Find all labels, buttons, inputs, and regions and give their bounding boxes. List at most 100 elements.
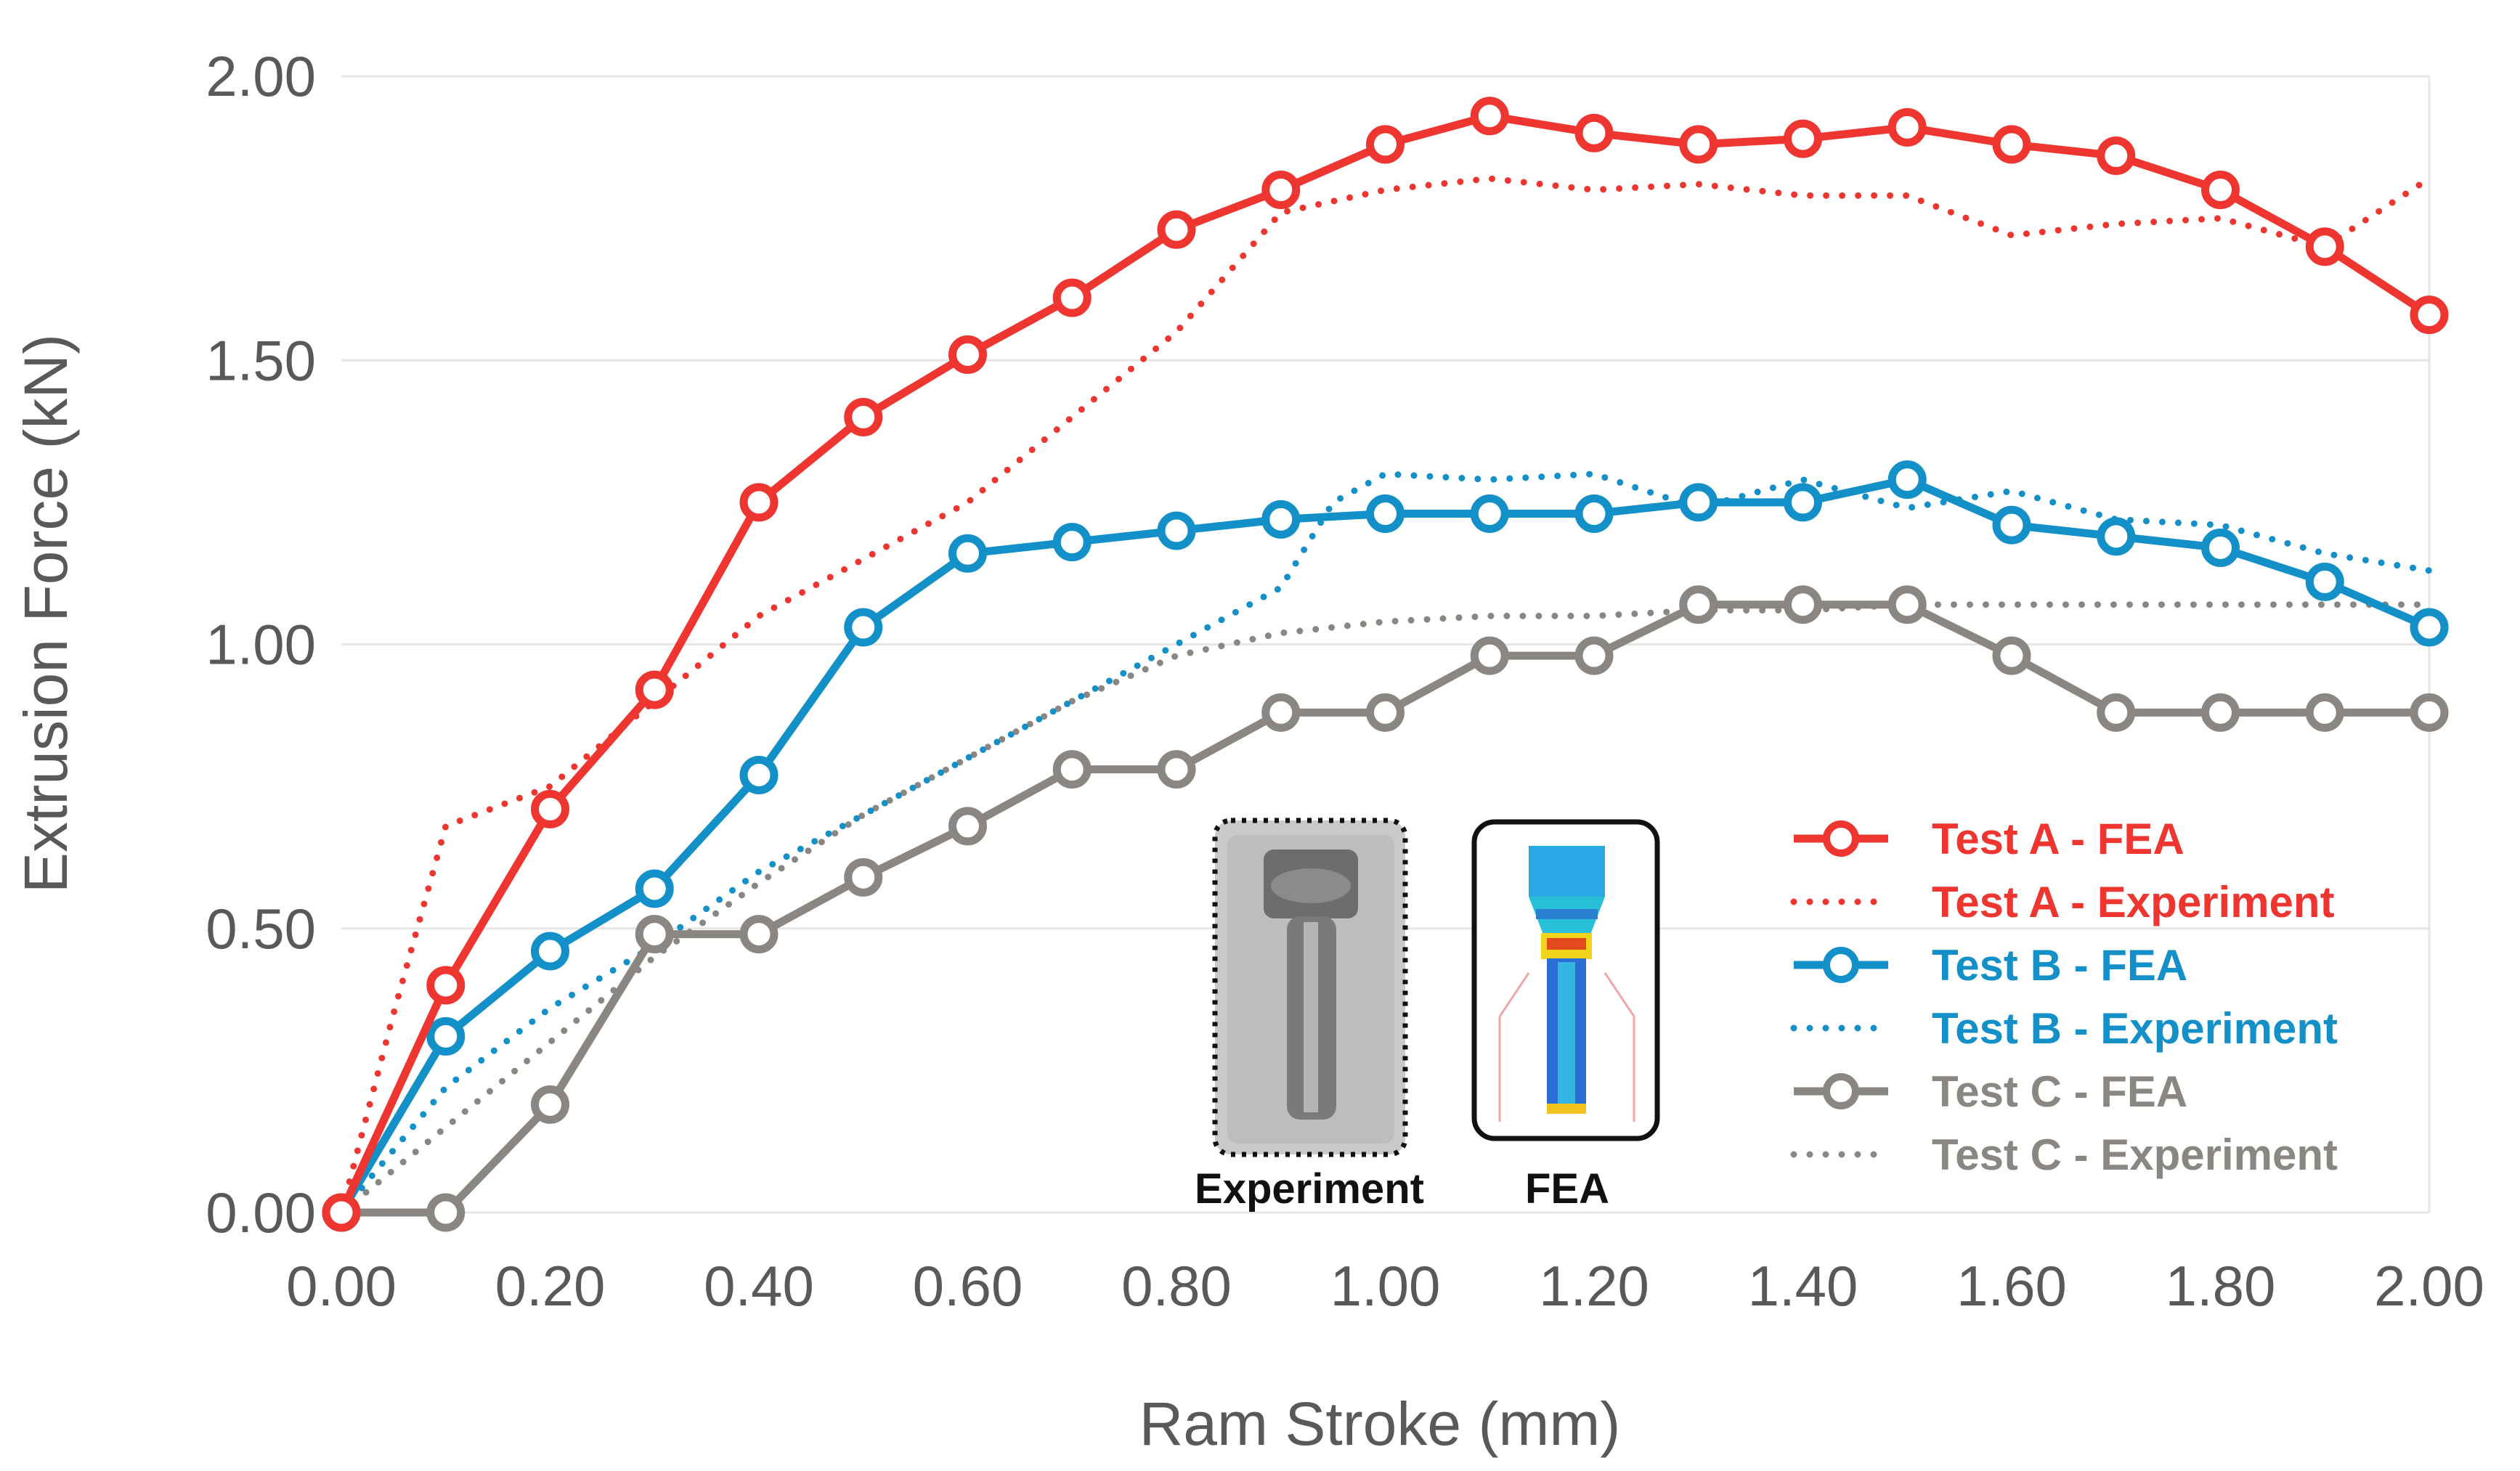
data-point [739,915,779,954]
legend-item: Test B - FEA [1794,941,2187,990]
data-point [635,869,674,908]
legend-item: Test B - Experiment [1790,1004,2338,1053]
legend-label: Test B - FEA [1932,941,2187,990]
data-point [1574,113,1614,152]
legend-label: Test A - Experiment [1932,878,2335,926]
data-point [1157,210,1196,249]
data-point [2097,693,2136,732]
data-point [531,789,569,828]
legend-label: Test A - FEA [1932,815,2184,863]
data-point [1261,500,1301,539]
data-point [1470,494,1509,534]
data-point [1470,97,1509,136]
data-point [2410,693,2449,732]
data-point [1366,693,1405,732]
data-point [2097,136,2136,176]
data-point [1679,585,1718,624]
data-point [1679,125,1718,164]
data-point [948,534,987,573]
x-tick-label: 1.40 [1748,1254,1858,1318]
legend-item: Test C - FEA [1794,1067,2187,1116]
data-point [2201,693,2240,732]
legend-label: Test B - Experiment [1932,1004,2338,1053]
data-point [635,915,674,954]
data-point [2410,608,2449,647]
y-tick-label: 1.00 [206,613,316,677]
data-point [531,1085,569,1124]
legend-item: Test A - FEA [1794,815,2184,863]
data-point [2201,171,2240,209]
y-tick-label: 0.00 [206,1181,316,1244]
data-point [2201,528,2240,567]
data-point [1992,636,2031,675]
fea-contour-image [1471,819,1660,1141]
series-test-a-experiment [338,175,2433,1216]
legend-item: Test A - Experiment [1790,878,2335,926]
data-point [1366,125,1405,164]
series-line [338,175,2433,1216]
data-point [1261,693,1301,732]
legend-label: Test C - FEA [1932,1067,2187,1116]
experiment-photo [1212,818,1408,1157]
data-point [1992,505,2031,545]
data-point [1784,483,1822,522]
x-tick-label: 0.20 [495,1254,606,1318]
legend-label: Test C - Experiment [1932,1130,2338,1179]
legend-item: Test C - Experiment [1790,1130,2338,1179]
data-point [1261,171,1301,209]
data-point [2097,517,2136,556]
data-point [1157,750,1196,789]
data-point [426,966,466,1005]
data-point [1052,278,1092,317]
y-tick-label: 1.50 [206,328,316,392]
data-point [2305,227,2344,266]
data-point [1574,636,1614,675]
y-tick-label: 2.00 [206,44,316,108]
data-point [844,857,883,897]
data-point [322,1193,361,1232]
data-point [1679,483,1718,522]
inset-images: Experiment FEA [1195,818,1660,1213]
data-point [2305,693,2344,732]
x-axis-ticks: 0.00 0.20 0.40 0.60 0.80 1.00 1.20 1.40 1.60 1.80… [286,1254,2484,1318]
data-point [948,807,987,846]
data-point [739,755,779,794]
x-axis-title: Ram Stroke (mm) [1139,1390,1621,1458]
y-axis-ticks: 0.00 0.50 1.00 1.50 2.00 [206,44,316,1244]
y-tick-label: 0.50 [206,897,316,961]
x-tick-label: 1.80 [2166,1254,2276,1318]
x-tick-label: 0.80 [1121,1254,1232,1318]
data-point [1784,585,1822,624]
series-layer [322,97,2449,1232]
y-axis-title: Extrusion Force (kN) [12,334,80,893]
data-point [844,608,883,647]
data-point [1574,494,1614,534]
data-point [844,398,883,436]
data-point [1784,119,1822,158]
data-point [635,670,674,709]
data-point [739,483,779,522]
data-point [948,335,987,374]
data-point [426,1193,466,1232]
series-test-b-fea [322,460,2449,1232]
data-point [1052,750,1092,789]
data-point [1887,107,1927,147]
series-line [338,470,2433,1216]
x-tick-label: 1.60 [1956,1254,2067,1318]
x-tick-label: 2.00 [2374,1254,2484,1318]
data-point [2305,562,2344,601]
data-point [1366,494,1405,534]
series-test-b-experiment [338,470,2433,1216]
x-tick-label: 0.40 [704,1254,814,1318]
inset-caption-fea: FEA [1525,1165,1609,1213]
x-tick-label: 0.60 [913,1254,1023,1318]
series-test-a-fea [322,97,2449,1232]
legend-marker [1823,947,1859,983]
legend-marker [1823,820,1859,857]
x-tick-label: 0.00 [286,1254,397,1318]
inset-caption-experiment: Experiment [1195,1165,1424,1213]
data-point [426,1016,466,1056]
data-point [1887,585,1927,624]
data-point [1052,523,1092,562]
